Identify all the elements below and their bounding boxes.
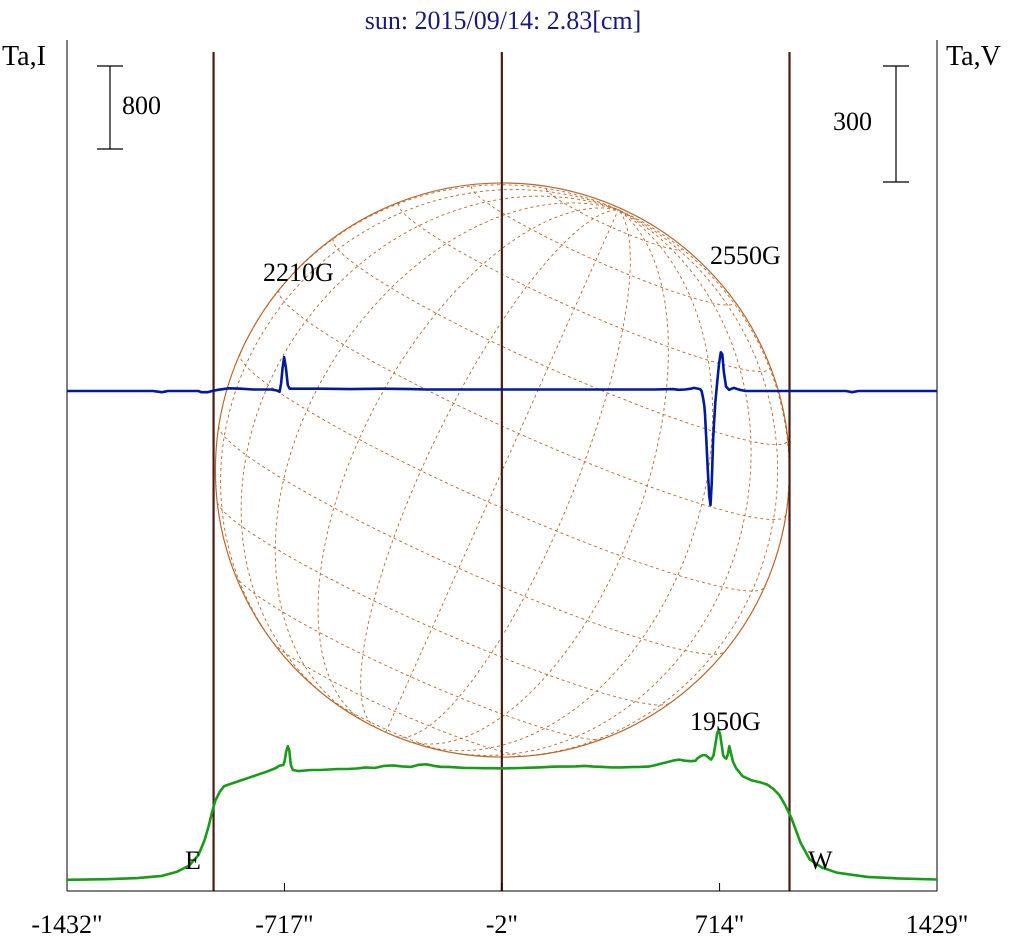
scale-right-label: 300 [833, 107, 872, 136]
limb-label-west: W [808, 846, 833, 875]
x-tick-label: -1432" [31, 910, 102, 939]
limb-center-markers [212, 52, 791, 891]
longitude-line [618, 209, 790, 587]
latitude-line [235, 575, 603, 741]
x-tick-label: 1429" [906, 910, 969, 939]
series-layer [66, 350, 938, 882]
annotation-2210g: 2210G [263, 258, 334, 287]
latitude-line [273, 642, 527, 757]
annotation-2550g: 2550G [710, 241, 781, 270]
latitude-line [239, 353, 766, 592]
longitude-line [447, 209, 752, 756]
y-label-left: Ta,I [2, 41, 46, 72]
longitude-line [239, 184, 619, 354]
longitude-line [406, 209, 669, 745]
scale-bar-right [883, 65, 909, 183]
chart-title: sun: 2015/09/14: 2.83[cm] [365, 6, 642, 35]
latitude-line [218, 426, 725, 655]
longitude-line [240, 195, 619, 700]
longitude-line [220, 189, 619, 655]
x-tick-label: -2" [486, 910, 518, 939]
y-label-right: Ta,V [946, 41, 1001, 72]
scale-bar-left [97, 65, 123, 150]
series-line-v [67, 350, 937, 507]
longitude-line [317, 207, 619, 723]
limb-label-east: E [185, 846, 201, 875]
longitude-line [396, 209, 631, 738]
x-ticks: -1432" -717" -2" 714" 1429" [31, 883, 968, 939]
longitude-line [425, 209, 714, 752]
longitude-line [360, 209, 619, 728]
latitude-line [398, 203, 771, 372]
x-tick-label: -717" [255, 910, 313, 939]
latitude-line [216, 502, 670, 706]
longitude-line [274, 202, 619, 713]
longitude-line [512, 209, 779, 758]
x-tick-label: 714" [695, 910, 745, 939]
latitude-line [471, 186, 735, 306]
series-line-i [66, 728, 938, 882]
annotation-1950g: 1950G [690, 707, 761, 736]
latitude-line [332, 238, 788, 446]
scale-left-label: 800 [122, 91, 161, 120]
solar-disk-grid [214, 182, 791, 758]
